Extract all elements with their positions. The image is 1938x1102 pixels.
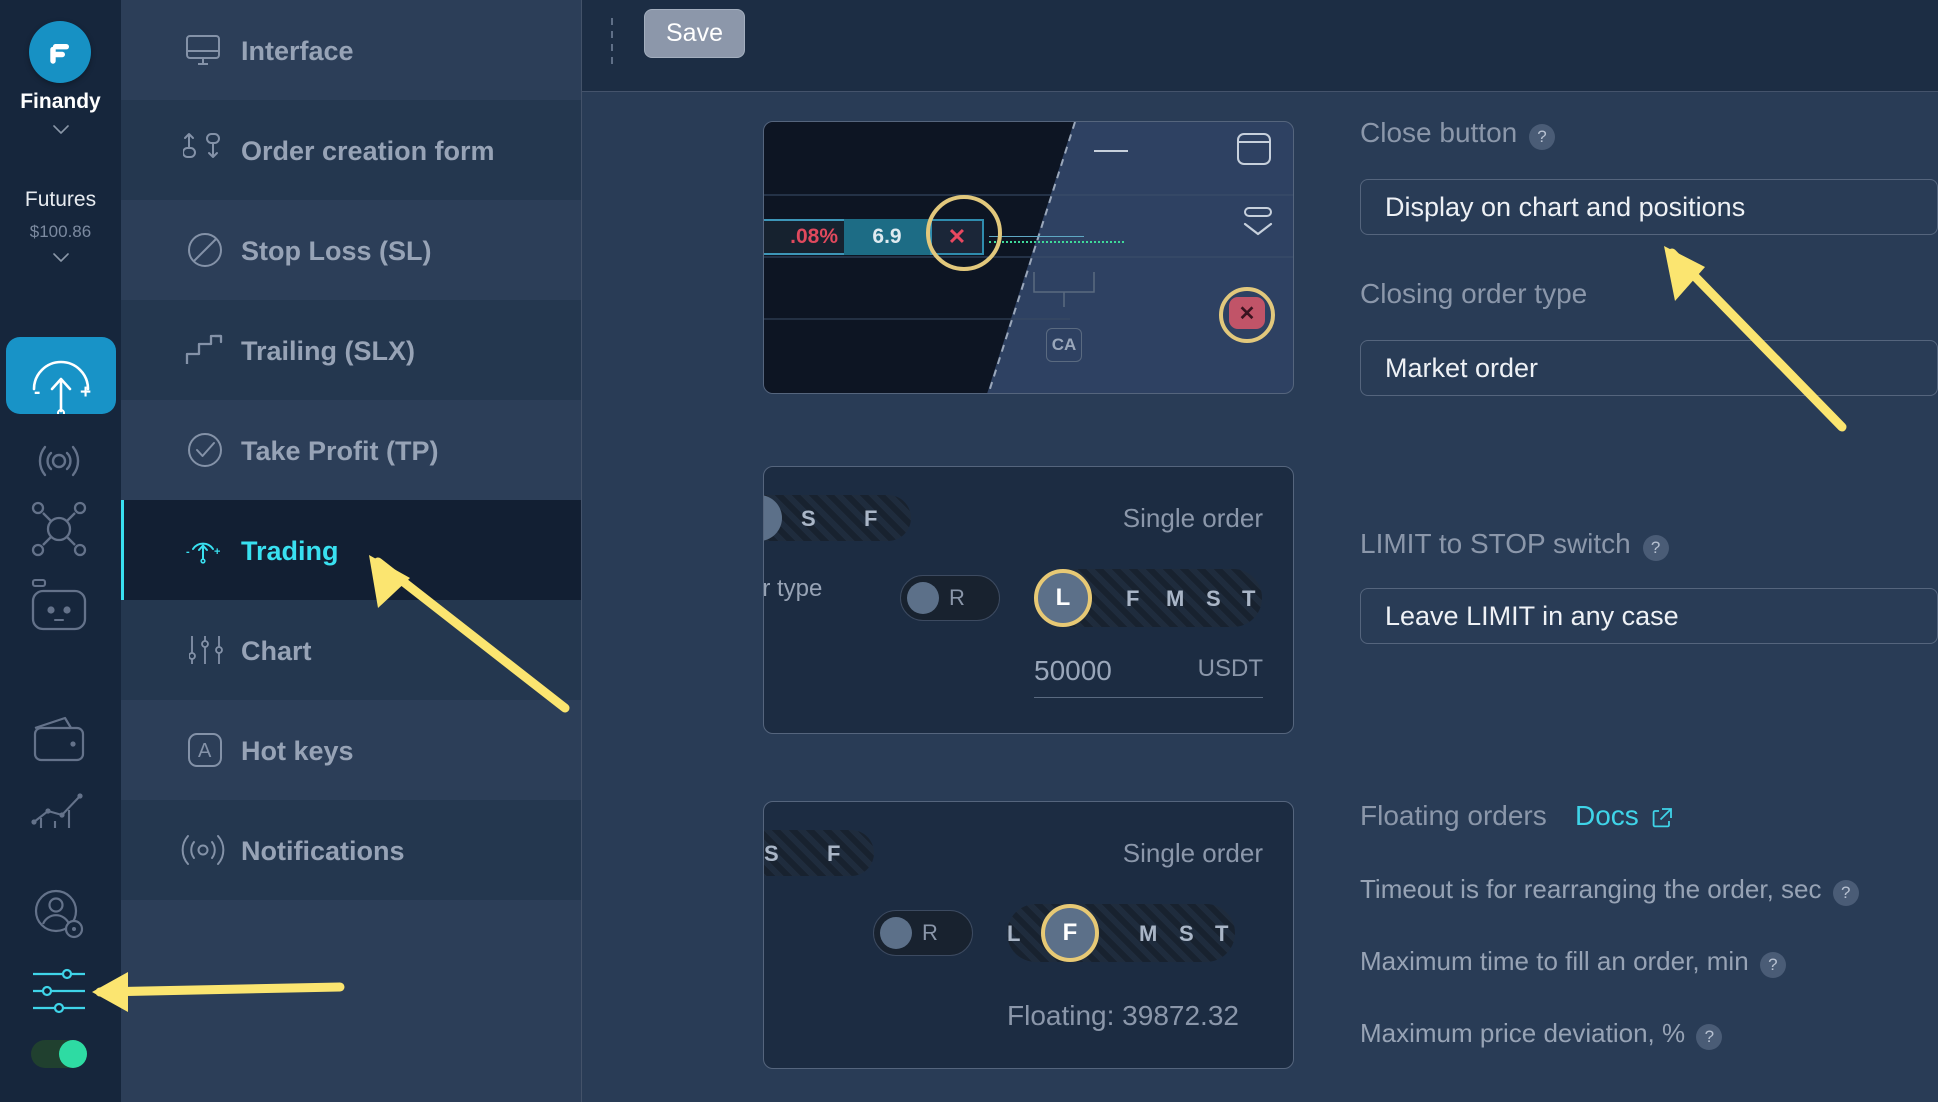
- svg-text:+: +: [80, 382, 91, 403]
- svg-text:-: -: [34, 382, 40, 403]
- svg-text:-: -: [186, 546, 190, 558]
- svg-text:+: +: [214, 546, 220, 558]
- svg-text:A: A: [198, 740, 212, 762]
